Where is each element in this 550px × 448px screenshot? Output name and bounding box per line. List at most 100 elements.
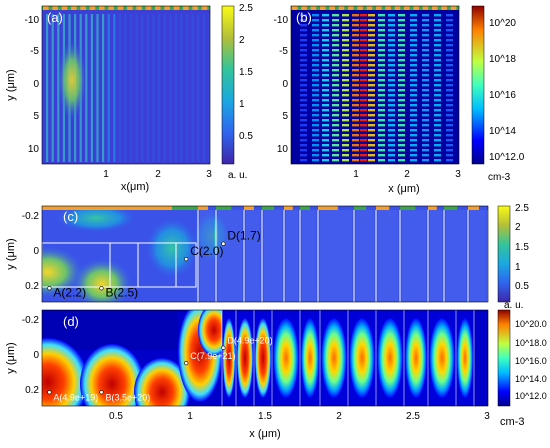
panel-c-ytick: 0.2 — [25, 281, 39, 292]
panel-c-box — [175, 242, 197, 288]
panel-d-xtick: 1.5 — [258, 411, 272, 422]
panel-b-dash — [360, 84, 367, 87]
panel-b-dash — [446, 84, 453, 87]
panel-b-dash — [446, 34, 453, 37]
panel-b-dash — [446, 69, 453, 72]
panel-b-dash — [368, 144, 375, 147]
panel-b-dash — [322, 134, 329, 137]
panel-b-ytick: 0 — [282, 79, 288, 90]
panel-b-dash — [446, 154, 453, 157]
panel-b-dash — [398, 129, 405, 132]
panel-d-cbar-tick: 10^20.0 — [515, 319, 547, 329]
panel-c-cbar-tick: 2 — [515, 222, 521, 233]
panel-c-column — [200, 210, 214, 302]
panel-b-dash — [312, 139, 319, 142]
panel-b-dash — [422, 99, 429, 102]
panel-d-xtick: 0.5 — [109, 411, 123, 422]
panel-b-dash — [422, 129, 429, 132]
panel-b-dash — [388, 19, 395, 22]
panel-b-dash — [312, 94, 319, 97]
panel-d-cbar-tick: 10^16.0 — [515, 356, 547, 366]
panel-b-dash — [360, 74, 367, 77]
panel-b-dash — [300, 44, 307, 47]
panel-b-topbar-segment — [441, 6, 447, 10]
panel-b-dash — [378, 59, 385, 62]
panel-b-dash — [398, 79, 405, 82]
panel-b-dash — [352, 104, 359, 107]
panel-b-dash — [388, 74, 395, 77]
panel-b-dash — [422, 59, 429, 62]
panel-b-dash — [312, 144, 319, 147]
panel-b-dash — [368, 29, 375, 32]
panel-b-dash — [300, 139, 307, 142]
panel-d-point-label: D(4.9e+20) — [227, 336, 272, 346]
panel-a-stripe — [186, 14, 189, 162]
panel-c-columns — [200, 210, 486, 302]
panel-b-dash — [360, 149, 367, 152]
panel-b-dash — [410, 24, 417, 27]
panel-b-dash — [312, 39, 319, 42]
panel-c-point-label: D(1.7) — [227, 229, 260, 243]
panel-b-dash — [352, 14, 359, 17]
panel-d-label: (d) — [63, 314, 79, 329]
panel-b-dash — [368, 54, 375, 57]
panel-b-dash — [332, 34, 339, 37]
panel-b-dash — [332, 59, 339, 62]
panel-b-dash — [322, 149, 329, 152]
panel-b-dash — [360, 89, 367, 92]
panel-a-cbar-tick: 0.5 — [239, 131, 253, 142]
panel-c-column — [430, 210, 442, 302]
panel-b-dash — [422, 139, 429, 142]
panel-b-dash — [434, 79, 441, 82]
panel-d-xtick: 2 — [336, 411, 342, 422]
panel-b-dash — [434, 24, 441, 27]
panel-b-dash — [410, 119, 417, 122]
panel-b-topbar-segment — [404, 6, 410, 10]
panel-b-dash — [300, 149, 307, 152]
panel-b-dash — [422, 124, 429, 127]
panel-a-stripe — [130, 14, 133, 162]
panel-c-ylabel: y (μm) — [5, 238, 17, 269]
panel-b-dash — [378, 24, 385, 27]
panel-b-dash — [446, 64, 453, 67]
panel-b-dash — [360, 54, 367, 57]
panel-b-dash — [332, 114, 339, 117]
panel-a-ytick: 5 — [33, 111, 39, 122]
panel-b-dash — [434, 129, 441, 132]
panel-b-dash — [368, 64, 375, 67]
panel-d-hotspot — [42, 338, 88, 406]
panel-b-dash — [368, 74, 375, 77]
panel-a-topbar-segment — [89, 6, 96, 10]
panel-a-topbar-segment — [183, 6, 189, 10]
panel-d-points: A(4.9e+19) B(3.5e+20) C(7.9e+21) D(4.9e+20) — [47, 336, 273, 402]
panel-b-dash — [332, 89, 339, 92]
panel-b-dash — [352, 19, 359, 22]
panel-b-dash — [398, 104, 405, 107]
panel-b-dash — [300, 119, 307, 122]
panel-b-dash — [300, 129, 307, 132]
panel-b-dash — [422, 49, 429, 52]
panel-c-point-label: B(2.5) — [105, 285, 138, 299]
panel-b-dash — [332, 54, 339, 57]
panel-a-stripe — [124, 14, 127, 162]
panel-b-dash — [332, 149, 339, 152]
panel-b-dash — [312, 49, 319, 52]
panel-b-dash — [322, 69, 329, 72]
panel-b-dash — [332, 19, 339, 22]
panel-b-dash — [446, 49, 453, 52]
panel-b-dash — [422, 159, 429, 162]
panel-d-cbar-unit: cm-3 — [500, 416, 524, 428]
panel-c-cbar-unit: a. u. — [504, 300, 523, 311]
panel-b-dash — [398, 99, 405, 102]
panel-b-dash — [410, 159, 417, 162]
panel-d-point-label: A(4.9e+19) — [53, 392, 98, 402]
panel-b-dash — [322, 49, 329, 52]
panel-b-dash — [360, 114, 367, 117]
panel-b-dash — [322, 19, 329, 22]
panel-a-stripe — [197, 14, 200, 162]
panel-b-dash — [398, 14, 405, 17]
panel-b-dash — [388, 139, 395, 142]
panel-d-xtick: 1 — [187, 411, 193, 422]
panel-b-dash — [422, 109, 429, 112]
panel-b-dash — [378, 44, 385, 47]
